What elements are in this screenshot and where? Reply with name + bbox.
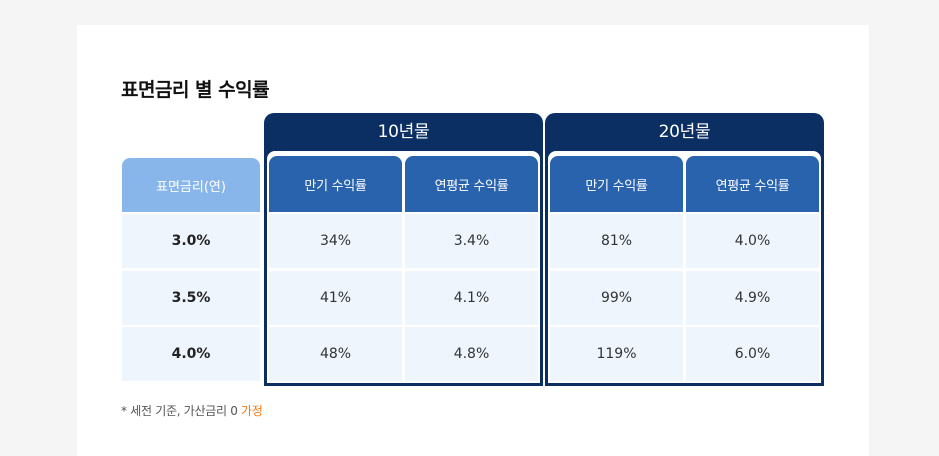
rate-cell-3: 4.0% <box>122 327 260 381</box>
cell-10y-maturity-1: 34% <box>269 214 402 268</box>
section-title: 표면금리 별 수익률 <box>121 79 270 101</box>
cell-20y-annual-3: 6.0% <box>686 327 819 381</box>
footnote-text: * 세전 기준, 가산금리 0 <box>121 404 242 418</box>
cell-20y-maturity-2: 99% <box>550 271 683 325</box>
cell-10y-maturity-3: 48% <box>269 327 402 381</box>
cell-20y-annual-2: 4.9% <box>686 271 819 325</box>
cell-20y-maturity-1: 81% <box>550 214 683 268</box>
cell-10y-annual-1: 3.4% <box>405 214 538 268</box>
header-coupon-rate: 표면금리(연) <box>122 158 260 212</box>
yield-card: 표면금리 별 수익률 10년물 20년물 표면금리(연) 만기 수익률 연평균 … <box>77 25 869 456</box>
header-10y-annual-yield: 연평균 수익률 <box>405 156 538 212</box>
cell-20y-maturity-3: 119% <box>550 327 683 381</box>
footnote: * 세전 기준, 가산금리 0 가정 <box>121 402 263 419</box>
header-20y-annual-yield: 연평균 수익률 <box>686 156 819 212</box>
header-10y-maturity-yield: 만기 수익률 <box>269 156 402 212</box>
cell-10y-annual-3: 4.8% <box>405 327 538 381</box>
rate-cell-1: 3.0% <box>122 214 260 268</box>
footnote-highlight: 가정 <box>241 404 263 418</box>
group-10y-label: 10년물 <box>377 122 430 142</box>
group-20y-label: 20년물 <box>658 122 711 142</box>
cell-20y-annual-1: 4.0% <box>686 214 819 268</box>
cell-10y-annual-2: 4.1% <box>405 271 538 325</box>
rate-cell-2: 3.5% <box>122 271 260 325</box>
cell-10y-maturity-2: 41% <box>269 271 402 325</box>
header-20y-maturity-yield: 만기 수익률 <box>550 156 683 212</box>
